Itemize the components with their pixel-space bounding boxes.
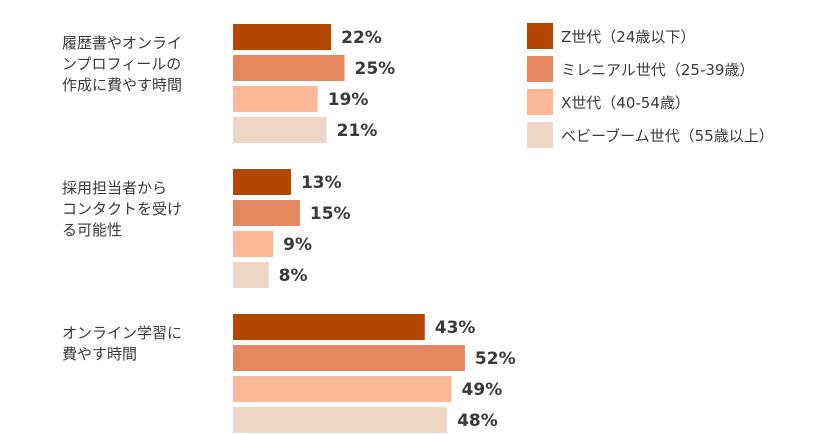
- value-label: 43%: [435, 318, 476, 338]
- value-label: 19%: [328, 90, 369, 110]
- category-label-line: オンライン学習に: [62, 324, 182, 342]
- bar: [233, 200, 300, 226]
- bar: [233, 314, 425, 340]
- legend-swatch: [527, 56, 553, 82]
- category-label: 履歴書やオンラインプロフィールの作成に費やす時間: [62, 34, 182, 94]
- legend-swatch: [527, 23, 553, 49]
- value-label: 25%: [355, 59, 396, 79]
- value-label: 15%: [310, 204, 351, 224]
- bar: [233, 24, 332, 50]
- category-label: 採用担当者からコンタクトを受ける可能性: [62, 179, 182, 239]
- legend-swatch: [527, 89, 553, 115]
- value-label: 48%: [457, 411, 498, 431]
- category-label: オンライン学習に費やす時間: [62, 324, 182, 363]
- value-label: 13%: [301, 173, 342, 193]
- value-label: 49%: [462, 380, 503, 400]
- value-label: 8%: [279, 266, 308, 286]
- value-label: 22%: [341, 28, 382, 48]
- category-label-line: ンプロフィールの: [62, 55, 181, 73]
- bar: [233, 376, 452, 402]
- legend-swatch: [527, 122, 553, 148]
- bar: [233, 231, 274, 257]
- category-label-line: る可能性: [62, 221, 122, 239]
- legend-label: ベビーブーム世代（55歳以上）: [561, 127, 774, 145]
- bar: [233, 345, 465, 371]
- bar: [233, 86, 318, 112]
- value-label: 52%: [475, 349, 516, 369]
- category-label-line: コンタクトを受け: [62, 200, 182, 218]
- legend: Z世代（24歳以下） ミレニアル世代（25-39歳） X世代（40-54歳） ベビーブ…: [527, 23, 774, 148]
- bar: [233, 117, 327, 143]
- legend-label: X世代（40-54歳）: [561, 94, 690, 112]
- category-label-line: 費やす時間: [62, 345, 137, 363]
- value-label: 9%: [283, 235, 312, 255]
- bar: [233, 407, 448, 433]
- category-label-line: 作成に費やす時間: [62, 76, 182, 94]
- legend-label: ミレニアル世代（25-39歳）: [561, 61, 754, 79]
- value-label: 21%: [337, 121, 378, 141]
- category-label-line: 採用担当者から: [62, 179, 167, 197]
- legend-label: Z世代（24歳以下）: [561, 28, 695, 46]
- bar: [233, 169, 291, 195]
- bars: [233, 24, 465, 433]
- category-label-line: 履歴書やオンライ: [62, 34, 182, 52]
- value-labels: 22% 25% 19% 21% 13% 15% 9% 8% 43% 52% 49% 48%: [279, 28, 516, 431]
- bar: [233, 55, 345, 81]
- bar: [233, 262, 269, 288]
- category-labels: 履歴書やオンラインプロフィールの作成に費やす時間採用担当者からコンタクトを受ける…: [62, 34, 182, 363]
